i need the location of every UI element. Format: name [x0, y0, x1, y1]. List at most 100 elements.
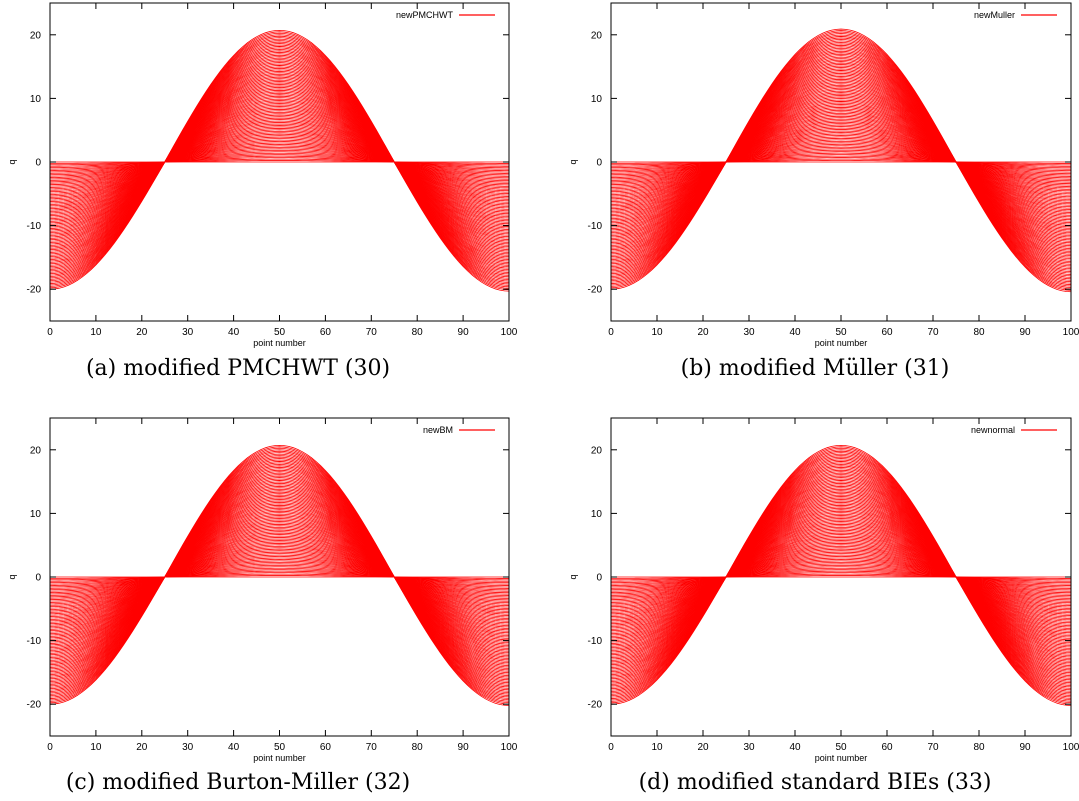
- series-curve: [50, 29, 509, 292]
- y-axis-label: q: [7, 159, 17, 164]
- series-curve: [50, 125, 509, 199]
- series-curve: [611, 509, 1071, 644]
- series-curve: [611, 123, 1071, 200]
- series-newPMCHWT: [50, 29, 509, 292]
- series-curve: [611, 49, 1071, 272]
- series-curve: [611, 488, 1071, 664]
- series-curve: [50, 444, 509, 706]
- series-curve: [50, 471, 509, 681]
- series-curve: [50, 97, 509, 226]
- series-curve: [50, 500, 509, 652]
- y-tick-label: 10: [591, 509, 603, 520]
- series-curve: [50, 104, 509, 219]
- series-curve: [50, 57, 509, 265]
- series-curve: [611, 46, 1071, 275]
- series-curve: [611, 154, 1071, 170]
- series-curve: [611, 553, 1071, 601]
- series-curve: [611, 93, 1071, 229]
- series-curve: [611, 463, 1071, 688]
- series-curve: [611, 80, 1071, 242]
- series-curve: [50, 526, 509, 626]
- series-curve: [50, 146, 509, 177]
- series-curve: [611, 41, 1071, 280]
- series-curve: [50, 493, 509, 659]
- series-curve: [611, 62, 1071, 259]
- series-curve: [50, 84, 509, 239]
- series-curve: [50, 488, 509, 664]
- y-tick-label: 20: [30, 30, 42, 41]
- series-curve: [50, 138, 509, 186]
- series-curve: [611, 560, 1071, 594]
- series-curve: [611, 491, 1071, 661]
- series-curve: [50, 466, 509, 685]
- y-tick-label: 20: [591, 30, 603, 41]
- series-curve: [611, 516, 1071, 636]
- series-curve: [50, 65, 509, 258]
- series-curve: [50, 106, 509, 217]
- series-curve: [611, 58, 1071, 264]
- series-curve: [611, 106, 1071, 216]
- series-curve: [611, 537, 1071, 616]
- series-curve: [611, 575, 1071, 579]
- series-curve: [50, 151, 509, 173]
- x-tick-label: 30: [743, 327, 755, 338]
- series-curve: [611, 158, 1071, 166]
- series-curve: [50, 541, 509, 612]
- series-curve: [611, 531, 1071, 622]
- series-curve: [50, 485, 509, 666]
- series-curve: [50, 79, 509, 243]
- series-curve: [611, 525, 1071, 628]
- series-curve: [50, 76, 509, 246]
- series-curve: [50, 103, 509, 220]
- series-curve: [611, 485, 1071, 666]
- x-tick-label: 20: [136, 327, 148, 338]
- series-curve: [611, 36, 1071, 285]
- x-tick-label: 40: [789, 327, 801, 338]
- series-curve: [50, 556, 509, 598]
- x-tick-label: 90: [458, 742, 470, 753]
- series-curve: [50, 465, 509, 686]
- series-curve: [50, 75, 509, 248]
- series-curve: [50, 62, 509, 260]
- series-curve: [611, 151, 1071, 173]
- series-curve: [611, 81, 1071, 241]
- x-tick-label: 70: [366, 327, 378, 338]
- series-curve: [611, 109, 1071, 213]
- series-curve: [50, 108, 509, 215]
- series-curve: [611, 28, 1071, 293]
- series-curve: [50, 47, 509, 275]
- y-tick-label: 20: [591, 445, 603, 456]
- series-curve: [611, 547, 1071, 606]
- series-curve: [611, 89, 1071, 234]
- legend-label: newBM: [423, 425, 453, 435]
- series-curve: [50, 44, 509, 278]
- x-tick-label: 100: [1063, 742, 1079, 753]
- series-curve: [611, 570, 1071, 584]
- x-tick-label: 40: [228, 327, 240, 338]
- series-curve: [611, 65, 1071, 257]
- series-curve: [50, 501, 509, 651]
- series-curve: [50, 78, 509, 245]
- series-curve: [611, 98, 1071, 225]
- x-tick-label: 80: [973, 742, 985, 753]
- series-curve: [611, 535, 1071, 618]
- series-curve: [50, 528, 509, 625]
- series-curve: [611, 519, 1071, 634]
- series-curve: [611, 452, 1071, 699]
- x-tick-label: 10: [90, 327, 102, 338]
- series-curve: [50, 519, 509, 634]
- series-curve: [50, 462, 509, 689]
- series-curve: [50, 145, 509, 179]
- x-axis-label: point number: [815, 338, 868, 348]
- series-curve: [611, 468, 1071, 684]
- series-curve: [611, 450, 1071, 701]
- y-tick-label: -20: [588, 700, 603, 711]
- series-curve: [50, 85, 509, 237]
- series-curve: [611, 494, 1071, 658]
- series-curve: [611, 43, 1071, 278]
- series-curve: [611, 136, 1071, 187]
- series-curve: [50, 553, 509, 601]
- series-curve: [50, 43, 509, 279]
- series-curve: [50, 561, 509, 592]
- y-tick-label: 0: [596, 158, 602, 169]
